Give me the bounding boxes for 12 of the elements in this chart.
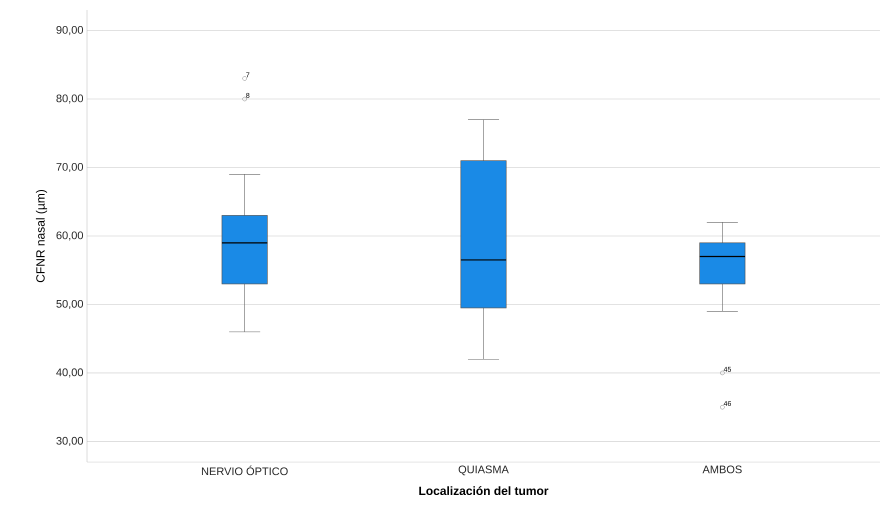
x-tick-label: QUIASMA — [458, 466, 509, 476]
y-tick-label: 30,00 — [56, 436, 84, 446]
y-axis-title: CFNR nasal (µm) — [36, 190, 48, 282]
y-tick-label: 90,00 — [56, 26, 84, 36]
x-tick-label: AMBOS — [702, 466, 742, 474]
y-tick-label: 40,00 — [56, 368, 84, 378]
x-axis-title: Localización del tumor — [419, 486, 548, 496]
x-tick-label: NERVIO ÓPTICO — [202, 466, 288, 476]
y-tick-label: 70,00 — [56, 162, 84, 172]
y-tick-label: 50,00 — [56, 300, 84, 310]
y-tick-label: 80,00 — [56, 94, 84, 104]
y-tick-label: 60,00 — [56, 231, 84, 241]
